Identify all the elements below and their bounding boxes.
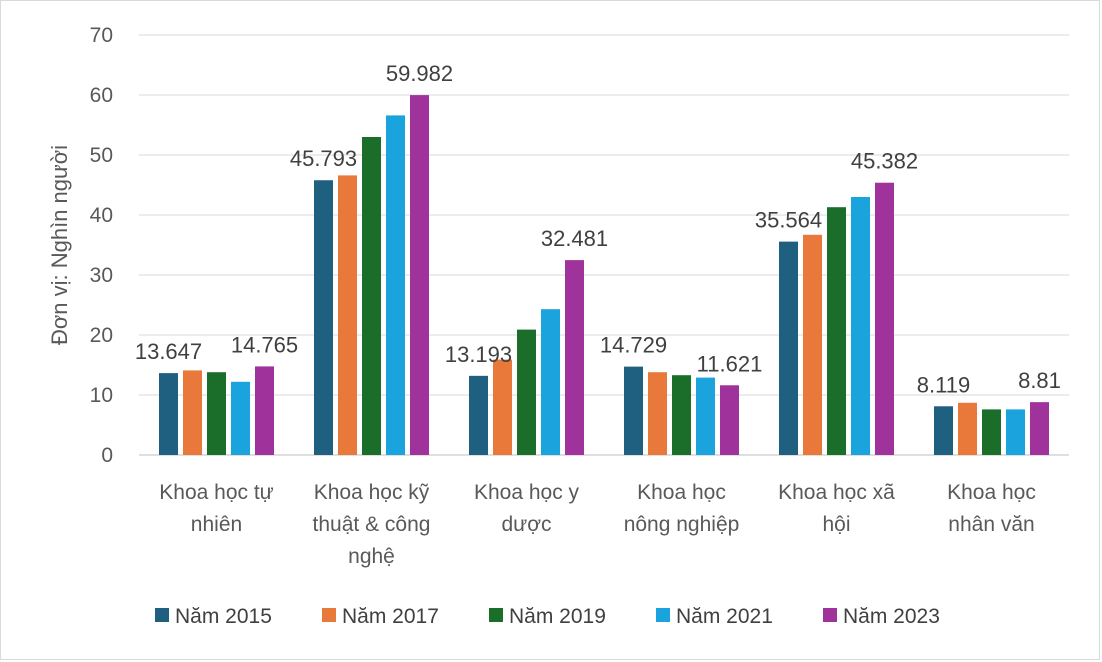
legend-label: Năm 2023 [843, 605, 940, 628]
y-tick-label: 60 [90, 84, 113, 107]
legend-label: Năm 2021 [676, 605, 773, 628]
y-axis-ticks: 0 10 20 30 40 50 60 70 [90, 24, 113, 467]
x-tick-label: Khoa học nhân văn [947, 481, 1036, 536]
data-label: 8.119 [917, 372, 970, 397]
data-label: 13.647 [135, 339, 202, 364]
bar [231, 381, 250, 455]
x-axis-ticks: Khoa học tự nhiên Khoa học kỹ thuật & công n… [159, 481, 1036, 568]
bar [1006, 409, 1025, 455]
legend-label: Năm 2019 [509, 605, 606, 628]
data-label: 45.382 [851, 149, 918, 174]
bar [493, 359, 512, 455]
x-tick-label: Khoa học kỹ thuật & công nghệ [313, 481, 431, 568]
data-label: 35.564 [755, 208, 822, 233]
bar [851, 197, 870, 455]
y-axis-label: Đơn vị: Nghìn người [47, 145, 72, 345]
bar [314, 180, 333, 455]
x-tick-label: Khoa học tự nhiên [159, 481, 273, 536]
bar [720, 385, 739, 455]
bar [255, 366, 274, 455]
bar [410, 95, 429, 455]
y-tick-label: 50 [90, 144, 113, 167]
data-label: 13.193 [445, 342, 512, 367]
bar [803, 234, 822, 455]
bar [875, 182, 894, 455]
bar [386, 115, 405, 456]
data-label: 32.481 [541, 226, 608, 251]
bar [159, 373, 178, 455]
y-tick-label: 30 [90, 264, 113, 287]
gridlines [139, 34, 1069, 456]
data-labels: 13.647 14.765 45.793 59.982 13.193 32.481 14.7… [135, 61, 1061, 397]
data-label: 14.729 [600, 333, 667, 358]
legend-swatch [155, 608, 169, 622]
bar [183, 370, 202, 455]
legend-label: Năm 2015 [175, 605, 272, 628]
data-label: 8.81 [1018, 368, 1061, 393]
y-tick-label: 70 [90, 24, 113, 47]
bar [958, 402, 977, 455]
bar [541, 309, 560, 455]
y-tick-label: 10 [90, 384, 113, 407]
legend-swatch [823, 608, 837, 622]
bar [207, 372, 226, 455]
bar [934, 406, 953, 455]
data-label: 59.982 [386, 61, 453, 86]
bar [672, 375, 691, 455]
bar [696, 377, 715, 455]
x-tick-label: Khoa học xã hội [778, 481, 895, 536]
x-tick-label: Khoa học nông nghiệp [624, 481, 740, 536]
bars [159, 95, 1049, 456]
y-tick-label: 0 [101, 444, 113, 467]
bar [469, 375, 488, 455]
y-tick-label: 20 [90, 324, 113, 347]
bar [648, 372, 667, 455]
data-label: 45.793 [290, 146, 357, 171]
x-tick-label: Khoa học y dược [474, 481, 580, 536]
bar [827, 207, 846, 455]
bar [624, 366, 643, 455]
bar [779, 241, 798, 455]
bar [1030, 402, 1049, 455]
y-tick-label: 40 [90, 204, 113, 227]
bar [565, 260, 584, 455]
legend-label: Năm 2017 [342, 605, 439, 628]
legend-swatch [656, 608, 670, 622]
bar [517, 329, 536, 455]
legend-swatch [489, 608, 503, 622]
data-label: 14.765 [231, 332, 298, 357]
legend-swatch [322, 608, 336, 622]
bar [362, 137, 381, 455]
data-label: 11.621 [697, 351, 763, 376]
bar [338, 175, 357, 455]
legend: Năm 2015 Năm 2017 Năm 2019 Năm 2021 Năm 2023 [155, 605, 940, 628]
bar [982, 409, 1001, 455]
